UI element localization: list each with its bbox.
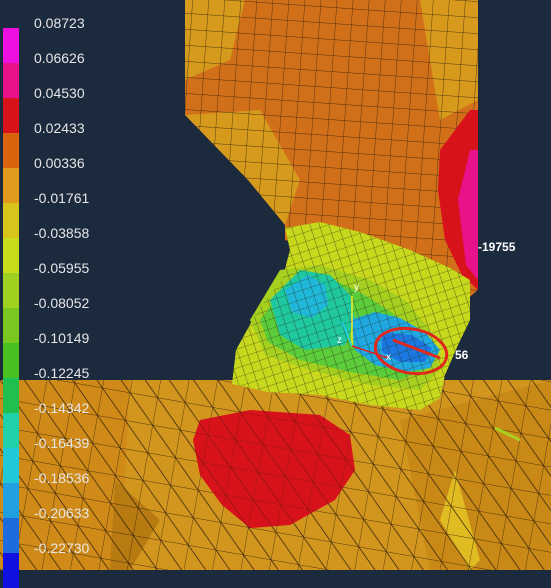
legend-swatch <box>3 28 19 63</box>
legend-swatch <box>3 483 19 518</box>
legend-swatch <box>3 308 19 343</box>
legend-label: 0.02433 <box>34 120 85 136</box>
legend-label: 0.08723 <box>34 15 85 31</box>
legend-swatch <box>3 448 19 483</box>
legend-swatch <box>3 518 19 553</box>
weld-neck-mesh <box>232 222 521 442</box>
legend-label: -0.10149 <box>34 330 90 346</box>
legend-swatch <box>3 553 19 588</box>
model-viewport[interactable] <box>0 0 551 570</box>
legend-label: -0.22730 <box>34 540 90 556</box>
coordinate-triad <box>341 296 389 359</box>
legend-label: -0.18536 <box>34 470 90 486</box>
legend-swatch <box>3 378 19 413</box>
legend-label: -0.16439 <box>34 435 90 451</box>
legend-swatch <box>3 133 19 168</box>
triad-x-axis <box>351 345 389 359</box>
contour-legend: 0.08723 0.06626 0.04530 0.02433 0.00336 -0.01… <box>0 0 120 588</box>
legend-label: 0.00336 <box>34 155 85 171</box>
edge-hotspot-pink <box>458 150 478 280</box>
legend-swatch <box>3 343 19 378</box>
highlight-ellipse[interactable] <box>372 323 451 379</box>
legend-label: -0.12245 <box>34 365 90 381</box>
probe-label-lower-right: 56 <box>455 348 469 362</box>
legend-swatch <box>3 203 19 238</box>
legend-swatch <box>3 63 19 98</box>
legend-label: -0.01761 <box>34 190 90 206</box>
legend-swatch <box>3 273 19 308</box>
legend-label: -0.08052 <box>34 295 90 311</box>
legend-swatch <box>3 168 19 203</box>
triad-z-label: z <box>337 335 342 346</box>
triad-x-label: x <box>386 352 391 363</box>
triad-y-label: y <box>354 282 359 293</box>
legend-label: 0.04530 <box>34 85 85 101</box>
legend-label: -0.05955 <box>34 260 90 276</box>
legend-label: 0.06626 <box>34 50 85 66</box>
highlight-marker-line <box>392 338 441 360</box>
legend-label: -0.20633 <box>34 505 90 521</box>
legend-swatch <box>3 98 19 133</box>
legend-swatch <box>3 413 19 448</box>
legend-label: -0.14342 <box>34 400 90 416</box>
triad-z-axis <box>341 321 353 347</box>
legend-label: -0.03858 <box>34 225 90 241</box>
legend-swatch <box>3 238 19 273</box>
probe-label-top-right: -19755 <box>478 240 516 254</box>
